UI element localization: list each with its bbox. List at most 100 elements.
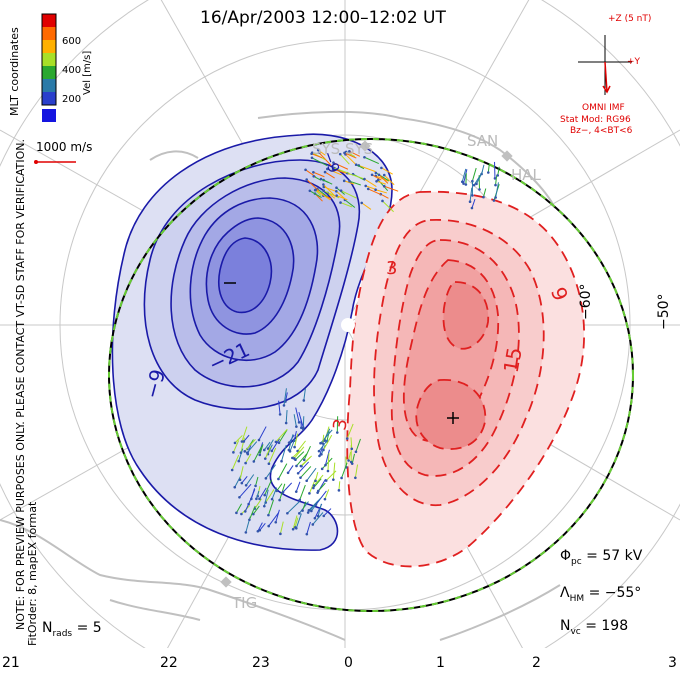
velocity-vector-origin bbox=[317, 489, 320, 493]
velocity-vector-origin bbox=[319, 441, 322, 445]
velocity-vector bbox=[320, 178, 329, 183]
velocity-vector-origin bbox=[322, 189, 325, 192]
velocity-vector-origin bbox=[478, 188, 481, 191]
velocity-vector bbox=[241, 475, 248, 484]
velocity-vector-origin bbox=[298, 512, 301, 515]
velocity-vector-origin bbox=[301, 509, 304, 512]
velocity-vector bbox=[495, 182, 499, 198]
velocity-vector-origin bbox=[370, 173, 374, 177]
velocity-vector bbox=[289, 439, 296, 452]
negative-cell bbox=[111, 133, 393, 551]
velocity-vector bbox=[471, 198, 476, 209]
velocity-vector bbox=[315, 471, 319, 481]
velocity-vector bbox=[361, 202, 372, 210]
velocity-vector-origin bbox=[267, 462, 271, 466]
velocity-vector-origin bbox=[245, 451, 249, 454]
velocity-vector-origin bbox=[323, 170, 327, 174]
mlat-label: −60° bbox=[578, 283, 594, 320]
velocity-vector-origin bbox=[332, 478, 335, 481]
velocity-vector-origin bbox=[313, 516, 317, 520]
velocity-vector-origin bbox=[294, 458, 297, 462]
velocity-vector bbox=[300, 466, 312, 479]
mlt-hour-label: 22 bbox=[160, 655, 178, 671]
radar-sites bbox=[220, 140, 513, 588]
velocity-vector-origin bbox=[320, 453, 323, 456]
velocity-vector-origin bbox=[263, 504, 266, 508]
velocity-vector bbox=[315, 189, 331, 201]
velocity-vector-origin bbox=[314, 479, 317, 483]
velocity-vector bbox=[263, 441, 271, 451]
velocity-vector bbox=[303, 445, 311, 461]
velocity-vector bbox=[239, 483, 252, 498]
velocity-vector bbox=[265, 464, 276, 479]
velocity-vector-origin bbox=[304, 168, 307, 172]
velocity-vector-origin bbox=[240, 440, 244, 443]
velocity-vector bbox=[317, 503, 322, 517]
velocity-vector bbox=[294, 433, 299, 448]
velocity-vector-origin bbox=[322, 183, 325, 186]
velocity-vector bbox=[253, 446, 262, 462]
velocity-vector bbox=[299, 484, 306, 500]
velocity-vector bbox=[306, 521, 311, 535]
velocity-vector-origin bbox=[293, 445, 296, 449]
velocity-vector-origin bbox=[471, 194, 474, 197]
velocity-vector bbox=[324, 171, 335, 179]
colorbar-tick-200: 200 bbox=[62, 94, 82, 105]
velocity-vector-origin bbox=[312, 486, 315, 490]
fitorder-note: FitOrder: 8, mapEX format bbox=[26, 501, 39, 646]
velocity-vector-origin bbox=[299, 464, 303, 468]
velocity-vector bbox=[382, 200, 394, 213]
velocity-vector bbox=[469, 187, 473, 202]
velocity-vector bbox=[323, 184, 337, 198]
velocity-vector-origin bbox=[342, 179, 346, 183]
velocity-vector bbox=[239, 466, 244, 480]
stat-model: Stat Mod: RG96 bbox=[560, 115, 631, 125]
contour-label: 15 bbox=[498, 345, 527, 375]
velocity-vector bbox=[244, 503, 250, 512]
velocity-vector-origin bbox=[274, 520, 278, 524]
velocity-vector bbox=[306, 179, 320, 192]
imf-z-label: +Z (5 nT) bbox=[608, 14, 652, 24]
velocity-vector-origin bbox=[382, 184, 386, 188]
velocity-vector-origin bbox=[326, 167, 329, 171]
velocity-vector-origin bbox=[295, 464, 298, 468]
velocity-vector-origin bbox=[287, 441, 291, 444]
velocity-vector-origin bbox=[295, 526, 298, 530]
velocity-vector-origin bbox=[306, 511, 310, 514]
contour-label: 3 bbox=[386, 258, 398, 279]
velocity-vector-origin bbox=[382, 173, 386, 177]
velocity-vector-origin bbox=[238, 478, 242, 482]
velocity-vector-origin bbox=[324, 479, 328, 482]
velocity-vector-origin bbox=[339, 201, 342, 204]
velocity-vector-origin bbox=[284, 421, 288, 425]
velocity-vector-origin bbox=[354, 476, 357, 480]
velocity-vector-origin bbox=[316, 148, 320, 152]
velocity-vector bbox=[250, 488, 256, 500]
velocity-vector-origin bbox=[280, 459, 283, 463]
velocity-vector bbox=[267, 499, 274, 516]
velocity-vector bbox=[277, 463, 288, 480]
velocity-vector bbox=[306, 467, 317, 482]
velocity-vector bbox=[291, 450, 301, 459]
velocity-vector-origin bbox=[460, 180, 464, 184]
velocity-vector bbox=[254, 498, 262, 509]
velocity-vector bbox=[344, 152, 357, 159]
colorbar-segment bbox=[42, 53, 56, 66]
colorbar-segment bbox=[42, 40, 56, 53]
velocity-vector bbox=[275, 428, 288, 443]
velocity-vector-origin bbox=[496, 174, 500, 177]
colorbar-segment bbox=[42, 14, 56, 27]
hm-boundary-latitude: ΛHM = −55° bbox=[560, 585, 642, 604]
velocity-vector-origin bbox=[287, 448, 291, 452]
velocity-vector bbox=[293, 431, 297, 441]
velocity-vector-origin bbox=[267, 524, 270, 528]
velocity-vector-origin bbox=[318, 454, 321, 458]
velocity-vector bbox=[336, 195, 348, 201]
velocity-vector-origin bbox=[335, 189, 338, 193]
velocity-vector bbox=[271, 487, 278, 500]
velocity-vector bbox=[344, 180, 355, 185]
velocity-vector bbox=[497, 166, 500, 176]
velocity-vector bbox=[471, 167, 477, 182]
velocity-vector-origin bbox=[331, 166, 335, 169]
velocity-vector bbox=[297, 440, 306, 452]
